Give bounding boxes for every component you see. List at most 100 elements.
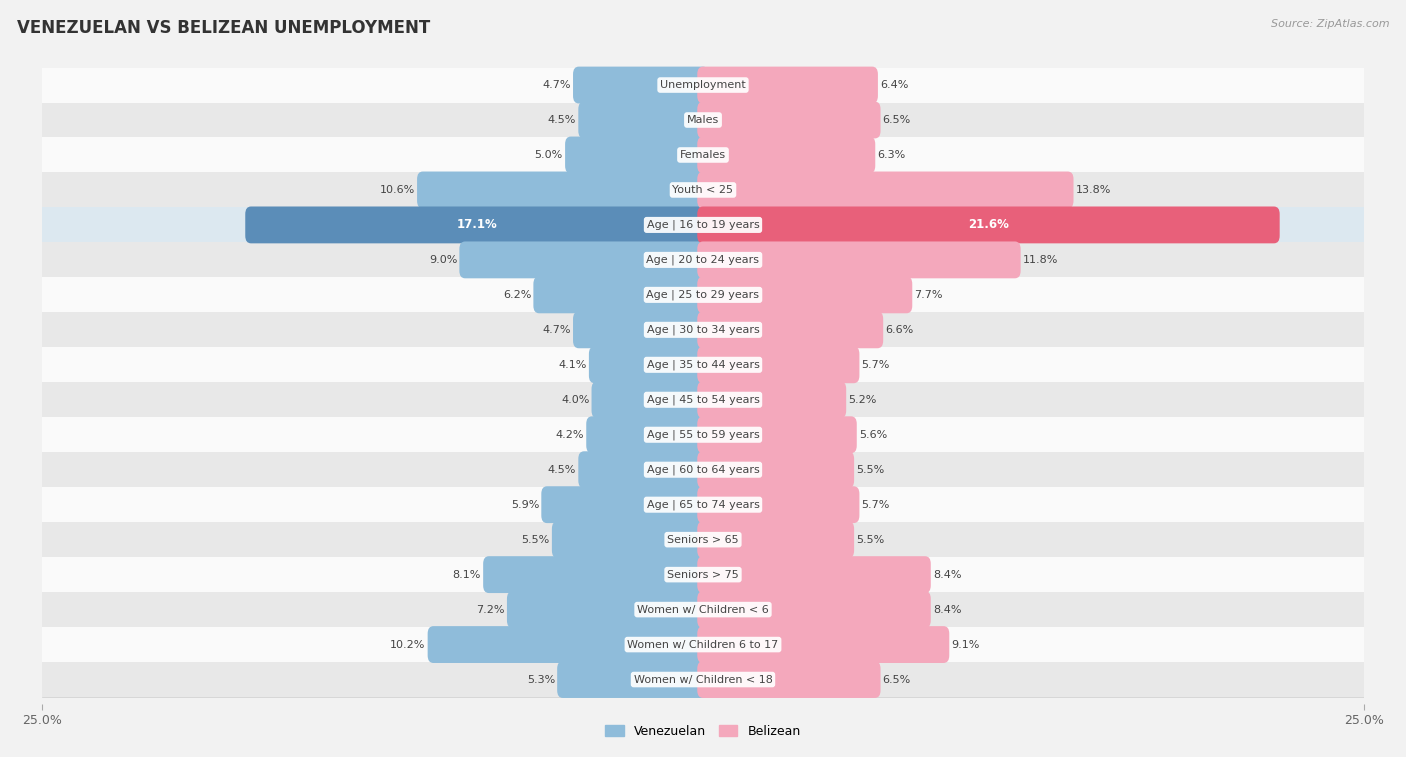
Text: Females: Females (681, 150, 725, 160)
Text: 6.2%: 6.2% (503, 290, 531, 300)
Text: 10.2%: 10.2% (389, 640, 426, 650)
FancyBboxPatch shape (697, 591, 931, 628)
FancyBboxPatch shape (541, 486, 709, 523)
Text: 5.6%: 5.6% (859, 430, 887, 440)
FancyBboxPatch shape (578, 451, 709, 488)
Text: 8.1%: 8.1% (453, 569, 481, 580)
FancyBboxPatch shape (697, 101, 880, 139)
FancyBboxPatch shape (697, 347, 859, 383)
Text: Age | 16 to 19 years: Age | 16 to 19 years (647, 220, 759, 230)
FancyBboxPatch shape (592, 382, 709, 418)
Text: 17.1%: 17.1% (457, 219, 498, 232)
Text: Age | 20 to 24 years: Age | 20 to 24 years (647, 254, 759, 265)
Text: 5.9%: 5.9% (510, 500, 538, 509)
FancyBboxPatch shape (697, 382, 846, 418)
Text: 4.2%: 4.2% (555, 430, 583, 440)
Bar (42, 67, 1364, 102)
Text: Males: Males (688, 115, 718, 125)
Bar (42, 277, 1364, 313)
Bar (42, 417, 1364, 452)
FancyBboxPatch shape (484, 556, 709, 593)
Bar (42, 522, 1364, 557)
FancyBboxPatch shape (586, 416, 709, 453)
Bar (42, 488, 1364, 522)
FancyBboxPatch shape (589, 347, 709, 383)
Legend: Venezuelan, Belizean: Venezuelan, Belizean (600, 720, 806, 743)
FancyBboxPatch shape (697, 661, 880, 698)
Text: 21.6%: 21.6% (969, 219, 1010, 232)
Text: 9.1%: 9.1% (952, 640, 980, 650)
Bar (42, 173, 1364, 207)
Text: Women w/ Children 6 to 17: Women w/ Children 6 to 17 (627, 640, 779, 650)
FancyBboxPatch shape (697, 311, 883, 348)
Text: Age | 65 to 74 years: Age | 65 to 74 years (647, 500, 759, 510)
Text: 5.3%: 5.3% (527, 674, 555, 684)
Text: 11.8%: 11.8% (1022, 255, 1059, 265)
Text: 5.7%: 5.7% (862, 500, 890, 509)
FancyBboxPatch shape (427, 626, 709, 663)
Text: Seniors > 65: Seniors > 65 (668, 534, 738, 544)
Text: 6.4%: 6.4% (880, 80, 908, 90)
Text: Source: ZipAtlas.com: Source: ZipAtlas.com (1271, 19, 1389, 29)
Bar (42, 138, 1364, 173)
Text: 7.2%: 7.2% (477, 605, 505, 615)
FancyBboxPatch shape (697, 67, 877, 104)
FancyBboxPatch shape (418, 172, 709, 208)
Bar (42, 627, 1364, 662)
Text: Age | 30 to 34 years: Age | 30 to 34 years (647, 325, 759, 335)
Text: VENEZUELAN VS BELIZEAN UNEMPLOYMENT: VENEZUELAN VS BELIZEAN UNEMPLOYMENT (17, 19, 430, 37)
Text: 6.3%: 6.3% (877, 150, 905, 160)
Text: Age | 25 to 29 years: Age | 25 to 29 years (647, 290, 759, 300)
FancyBboxPatch shape (697, 451, 853, 488)
Text: Seniors > 75: Seniors > 75 (666, 569, 740, 580)
FancyBboxPatch shape (578, 101, 709, 139)
Text: 5.5%: 5.5% (856, 465, 884, 475)
Text: 4.5%: 4.5% (548, 115, 576, 125)
FancyBboxPatch shape (697, 172, 1074, 208)
FancyBboxPatch shape (533, 276, 709, 313)
FancyBboxPatch shape (697, 276, 912, 313)
Bar (42, 242, 1364, 277)
Bar (42, 347, 1364, 382)
Bar (42, 382, 1364, 417)
FancyBboxPatch shape (697, 136, 876, 173)
FancyBboxPatch shape (557, 661, 709, 698)
Text: Age | 45 to 54 years: Age | 45 to 54 years (647, 394, 759, 405)
Text: 6.5%: 6.5% (883, 115, 911, 125)
Bar (42, 313, 1364, 347)
FancyBboxPatch shape (697, 626, 949, 663)
FancyBboxPatch shape (460, 241, 709, 279)
FancyBboxPatch shape (697, 416, 856, 453)
FancyBboxPatch shape (553, 522, 709, 558)
Text: 10.6%: 10.6% (380, 185, 415, 195)
Bar (42, 452, 1364, 488)
Text: Unemployment: Unemployment (661, 80, 745, 90)
Text: Age | 60 to 64 years: Age | 60 to 64 years (647, 465, 759, 475)
Bar (42, 102, 1364, 138)
FancyBboxPatch shape (574, 67, 709, 104)
Text: 13.8%: 13.8% (1076, 185, 1111, 195)
Text: 6.5%: 6.5% (883, 674, 911, 684)
FancyBboxPatch shape (697, 556, 931, 593)
Text: 4.1%: 4.1% (558, 360, 586, 370)
Text: Age | 55 to 59 years: Age | 55 to 59 years (647, 429, 759, 440)
FancyBboxPatch shape (508, 591, 709, 628)
FancyBboxPatch shape (565, 136, 709, 173)
Text: 4.7%: 4.7% (543, 80, 571, 90)
FancyBboxPatch shape (245, 207, 709, 243)
Text: 9.0%: 9.0% (429, 255, 457, 265)
Text: 5.5%: 5.5% (522, 534, 550, 544)
Text: 8.4%: 8.4% (934, 605, 962, 615)
Text: Age | 35 to 44 years: Age | 35 to 44 years (647, 360, 759, 370)
FancyBboxPatch shape (697, 241, 1021, 279)
FancyBboxPatch shape (574, 311, 709, 348)
Text: Women w/ Children < 18: Women w/ Children < 18 (634, 674, 772, 684)
Text: 4.0%: 4.0% (561, 394, 589, 405)
Text: Youth < 25: Youth < 25 (672, 185, 734, 195)
Text: 5.5%: 5.5% (856, 534, 884, 544)
FancyBboxPatch shape (697, 486, 859, 523)
Text: 6.6%: 6.6% (886, 325, 914, 335)
FancyBboxPatch shape (697, 522, 853, 558)
Text: 7.7%: 7.7% (914, 290, 943, 300)
Text: 5.7%: 5.7% (862, 360, 890, 370)
